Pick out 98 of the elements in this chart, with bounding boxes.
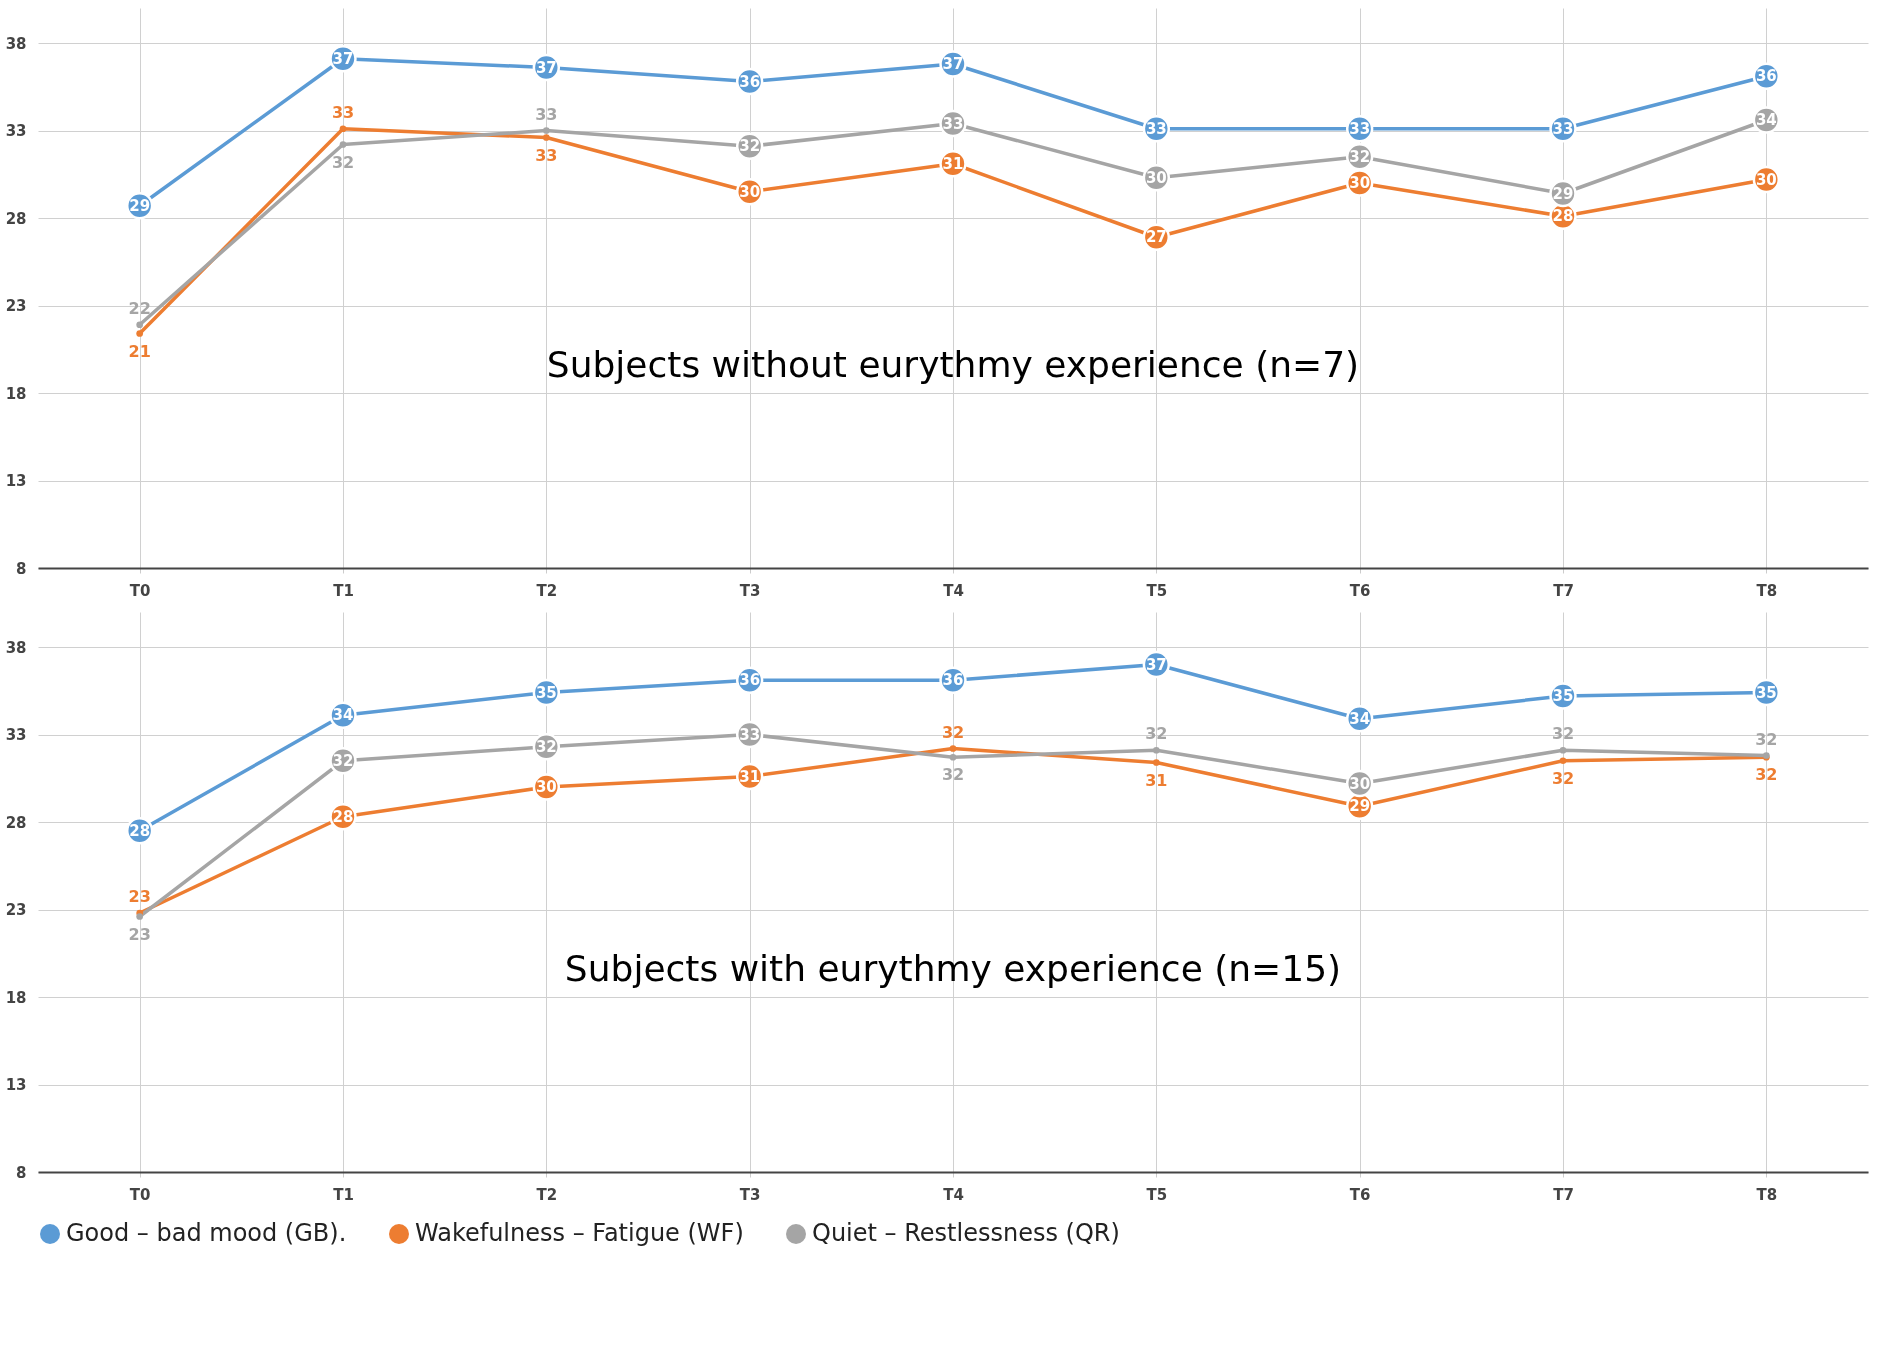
text: Subjects without eurythmy experience (n=7) [546, 344, 1360, 386]
x-tick-label: T5 [1146, 581, 1168, 600]
data-label: 36 [739, 72, 761, 91]
data-label: 32 [331, 152, 355, 172]
x-tick-label: T6 [1349, 581, 1371, 600]
data-label: 31 [739, 767, 761, 786]
data-label: 33 [739, 725, 761, 744]
x-tick-label: T5 [1146, 1185, 1168, 1204]
data-label: 36 [1755, 67, 1777, 86]
data-label: 32 [1551, 724, 1575, 744]
legend-label: Wakefulness – Fatigue (WF) [415, 1219, 744, 1247]
y-tick-label: 38 [5, 34, 27, 53]
data-label: 31 [942, 154, 964, 173]
data-label: 32 [1755, 729, 1778, 749]
point [1152, 746, 1160, 754]
data-label: 33 [535, 104, 558, 124]
legend-label: Good – bad mood (GB). [66, 1219, 347, 1247]
point [1559, 757, 1567, 765]
x-tick-label: T0 [129, 1185, 151, 1204]
x-tick-label: T7 [1553, 581, 1574, 600]
data-label: 32 [941, 765, 965, 785]
x-tick-label: T1 [333, 581, 354, 600]
x-tick-label: T8 [1756, 581, 1778, 600]
point [1559, 746, 1567, 754]
y-tick-label: 28 [5, 209, 27, 228]
point [1152, 759, 1160, 766]
y-tick-label: 23 [5, 901, 27, 919]
x-tick-label: T8 [1756, 1185, 1778, 1204]
data-label: 37 [942, 55, 964, 73]
y-tick-label: 23 [5, 297, 27, 315]
data-label: 34 [332, 706, 354, 725]
data-label: 29 [1349, 797, 1371, 816]
data-label: 34 [1349, 709, 1371, 728]
x-tick-label: T3 [739, 1185, 761, 1204]
data-label: 32 [1145, 724, 1168, 744]
data-label: 33 [1145, 119, 1167, 138]
x-tick-label: T0 [129, 581, 151, 600]
y-tick-label: 33 [5, 726, 27, 744]
data-label: 36 [739, 671, 761, 690]
y-tick-label: 18 [5, 988, 27, 1007]
data-label: 33 [535, 145, 558, 165]
x-tick-label: T4 [943, 581, 964, 600]
data-label: 34 [1755, 111, 1777, 129]
x-tick-label: T1 [333, 1185, 354, 1204]
text: Subjects with eurythmy experience (n=15) [564, 948, 1342, 990]
y-tick-label: 8 [16, 1163, 27, 1182]
data-label: 30 [739, 182, 761, 201]
y-tick-label: 38 [5, 638, 27, 657]
y-tick-label: 33 [5, 122, 27, 140]
y-tick-label: 18 [5, 384, 27, 403]
data-label: 28 [332, 807, 354, 826]
x-tick-label: T4 [943, 1185, 964, 1204]
data-label: 32 [332, 751, 354, 770]
data-label: 33 [1349, 119, 1371, 138]
data-label: 30 [1349, 774, 1371, 793]
x-tick-label: T7 [1553, 1185, 1574, 1204]
data-label: 36 [942, 671, 964, 690]
data-label: 30 [1145, 168, 1167, 187]
y-tick-label: 13 [5, 472, 27, 490]
data-label: 33 [1552, 119, 1574, 138]
data-label: 32 [1349, 147, 1371, 166]
data-label: 33 [942, 114, 964, 133]
data-label: 28 [129, 821, 151, 840]
data-label: 28 [1552, 207, 1574, 226]
data-label: 30 [1755, 170, 1777, 189]
point [136, 913, 144, 920]
data-label: 33 [331, 102, 355, 122]
data-label: 31 [1145, 770, 1168, 790]
data-label: 32 [739, 137, 761, 156]
x-tick-label: T2 [536, 1185, 558, 1204]
x-tick-label: T2 [536, 581, 558, 600]
data-label: 22 [128, 298, 151, 318]
data-label: 32 [1551, 768, 1575, 788]
data-label: 30 [535, 778, 557, 796]
data-label: 35 [1755, 683, 1777, 702]
data-label: 23 [128, 924, 151, 944]
x-tick-label: T6 [1349, 1185, 1371, 1204]
point [949, 753, 957, 761]
data-label: 30 [1349, 174, 1371, 192]
data-label: 37 [332, 49, 354, 68]
data-label: 32 [1755, 765, 1778, 785]
data-label: 21 [128, 341, 151, 361]
y-tick-label: 8 [16, 559, 27, 578]
x-tick-label: T3 [739, 581, 761, 600]
data-label: 35 [535, 683, 557, 702]
data-label: 23 [128, 887, 151, 906]
data-label: 37 [1145, 655, 1167, 674]
data-label: 29 [1552, 184, 1574, 203]
legend-label: Quiet – Restlessness (QR) [812, 1219, 1120, 1247]
data-label: 27 [1145, 228, 1167, 247]
y-tick-label: 28 [5, 813, 27, 832]
data-label: 37 [535, 58, 557, 77]
point [949, 745, 957, 752]
data-label: 29 [129, 196, 151, 215]
y-tick-label: 13 [5, 1076, 27, 1094]
data-label: 32 [535, 737, 557, 756]
data-label: 35 [1552, 687, 1574, 705]
data-label: 32 [941, 722, 965, 742]
